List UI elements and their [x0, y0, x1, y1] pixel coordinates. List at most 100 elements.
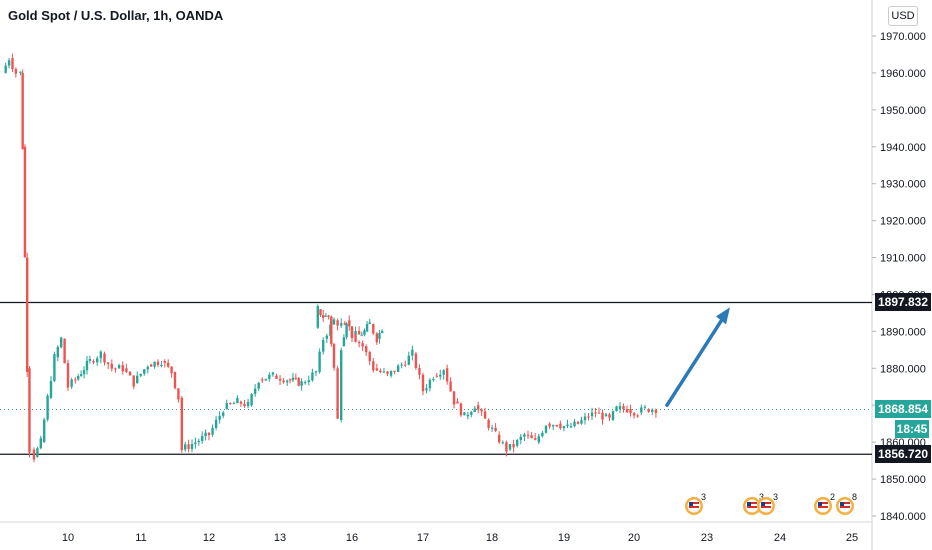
- candle-body: [70, 379, 73, 387]
- candle-body: [449, 381, 452, 392]
- candle-body: [187, 444, 190, 449]
- last-price-label: 1868.854: [875, 400, 931, 419]
- y-tick-label: 1920.000: [880, 216, 926, 228]
- currency-button[interactable]: USD: [888, 6, 918, 26]
- candle-body: [534, 438, 537, 440]
- candle-body: [357, 341, 361, 344]
- flag-canton: [761, 502, 765, 506]
- symbol-title[interactable]: Gold Spot / U.S. Dollar, 1h, OANDA: [8, 8, 224, 23]
- candle-body: [345, 323, 348, 338]
- candle-body: [368, 322, 371, 325]
- candle-body: [622, 406, 625, 410]
- candle-body: [537, 436, 540, 443]
- candle-body: [587, 416, 590, 418]
- candle-body: [136, 375, 139, 384]
- candle-body: [523, 434, 526, 437]
- y-tick-label: 1880.000: [880, 363, 926, 375]
- candle-body: [99, 351, 103, 359]
- x-tick-label: 19: [558, 532, 570, 544]
- x-tick-label: 10: [62, 532, 74, 544]
- candle-body: [432, 379, 435, 381]
- candle-body: [4, 65, 7, 73]
- y-tick-label: 1950.000: [880, 105, 926, 117]
- candle-body: [66, 363, 70, 388]
- candle-body: [156, 361, 160, 366]
- candle-body: [278, 378, 282, 381]
- candle-body: [473, 408, 476, 413]
- candle-body: [319, 309, 322, 316]
- y-tick-label: 1910.000: [880, 253, 926, 265]
- x-tick-label: 16: [346, 532, 358, 544]
- candle-body: [463, 412, 466, 416]
- candle-body: [379, 370, 382, 373]
- candle-body: [382, 371, 386, 373]
- candle-body: [411, 349, 414, 356]
- candle-body: [580, 420, 583, 424]
- candle-body: [110, 363, 113, 369]
- candle-body: [483, 411, 487, 419]
- candle-body: [82, 370, 86, 375]
- candle-body: [594, 412, 597, 414]
- candle-body: [552, 424, 555, 427]
- candle-body: [651, 409, 654, 412]
- event-count-label: 3: [759, 492, 764, 502]
- candle-body: [425, 388, 428, 391]
- candle-body: [322, 340, 325, 352]
- candle-body: [222, 412, 225, 416]
- candle-body: [184, 444, 187, 450]
- flag-stripe: [761, 506, 771, 508]
- x-tick-label: 23: [701, 532, 713, 544]
- candle-body: [291, 377, 295, 381]
- y-tick-label: 1840.000: [880, 511, 926, 523]
- candle-body: [128, 371, 132, 376]
- candle-body: [236, 397, 239, 404]
- candle-body: [608, 414, 611, 418]
- candle-body: [173, 372, 177, 389]
- event-count-label: 8: [852, 492, 857, 502]
- flag-canton: [747, 502, 751, 506]
- candle-body: [350, 327, 354, 338]
- candle-body: [615, 406, 618, 412]
- candle-body: [246, 401, 250, 407]
- candle-body: [243, 403, 246, 407]
- candle-body: [286, 380, 289, 383]
- candle-body: [218, 415, 221, 420]
- candle-body: [375, 368, 379, 371]
- candle-body: [26, 257, 29, 372]
- candle-body: [439, 374, 442, 377]
- candle-body: [629, 408, 632, 414]
- candle-body: [297, 377, 300, 386]
- candle-body: [79, 374, 83, 377]
- candle-body: [418, 368, 421, 375]
- candle-body: [253, 388, 257, 394]
- candle-body: [494, 427, 497, 431]
- flag-stripe: [689, 502, 699, 504]
- forecast-arrow[interactable]: [665, 314, 726, 407]
- candle-body: [407, 355, 410, 365]
- candle-body: [396, 365, 400, 372]
- candle-body: [121, 365, 124, 372]
- candle-body: [354, 335, 357, 342]
- x-tick-label: 24: [774, 532, 786, 544]
- candle-body: [261, 379, 264, 381]
- candle-body: [480, 409, 483, 412]
- candle-body: [526, 434, 530, 436]
- candle-body: [103, 353, 106, 363]
- candle-body: [294, 377, 298, 379]
- x-tick-label: 20: [628, 532, 640, 544]
- candle-body: [340, 350, 343, 420]
- candle-body: [180, 397, 183, 451]
- candle-body: [393, 370, 396, 372]
- y-tick-label: 1940.000: [880, 142, 926, 154]
- candle-body: [23, 146, 27, 258]
- candle-body: [336, 368, 339, 419]
- candle-body: [225, 403, 228, 409]
- candle-body: [132, 375, 135, 387]
- candle-body: [530, 435, 533, 439]
- candle-body: [160, 364, 163, 366]
- candle-body: [452, 391, 456, 405]
- candle-body: [229, 403, 232, 405]
- candle-body: [654, 409, 658, 413]
- x-tick-label: 18: [486, 532, 498, 544]
